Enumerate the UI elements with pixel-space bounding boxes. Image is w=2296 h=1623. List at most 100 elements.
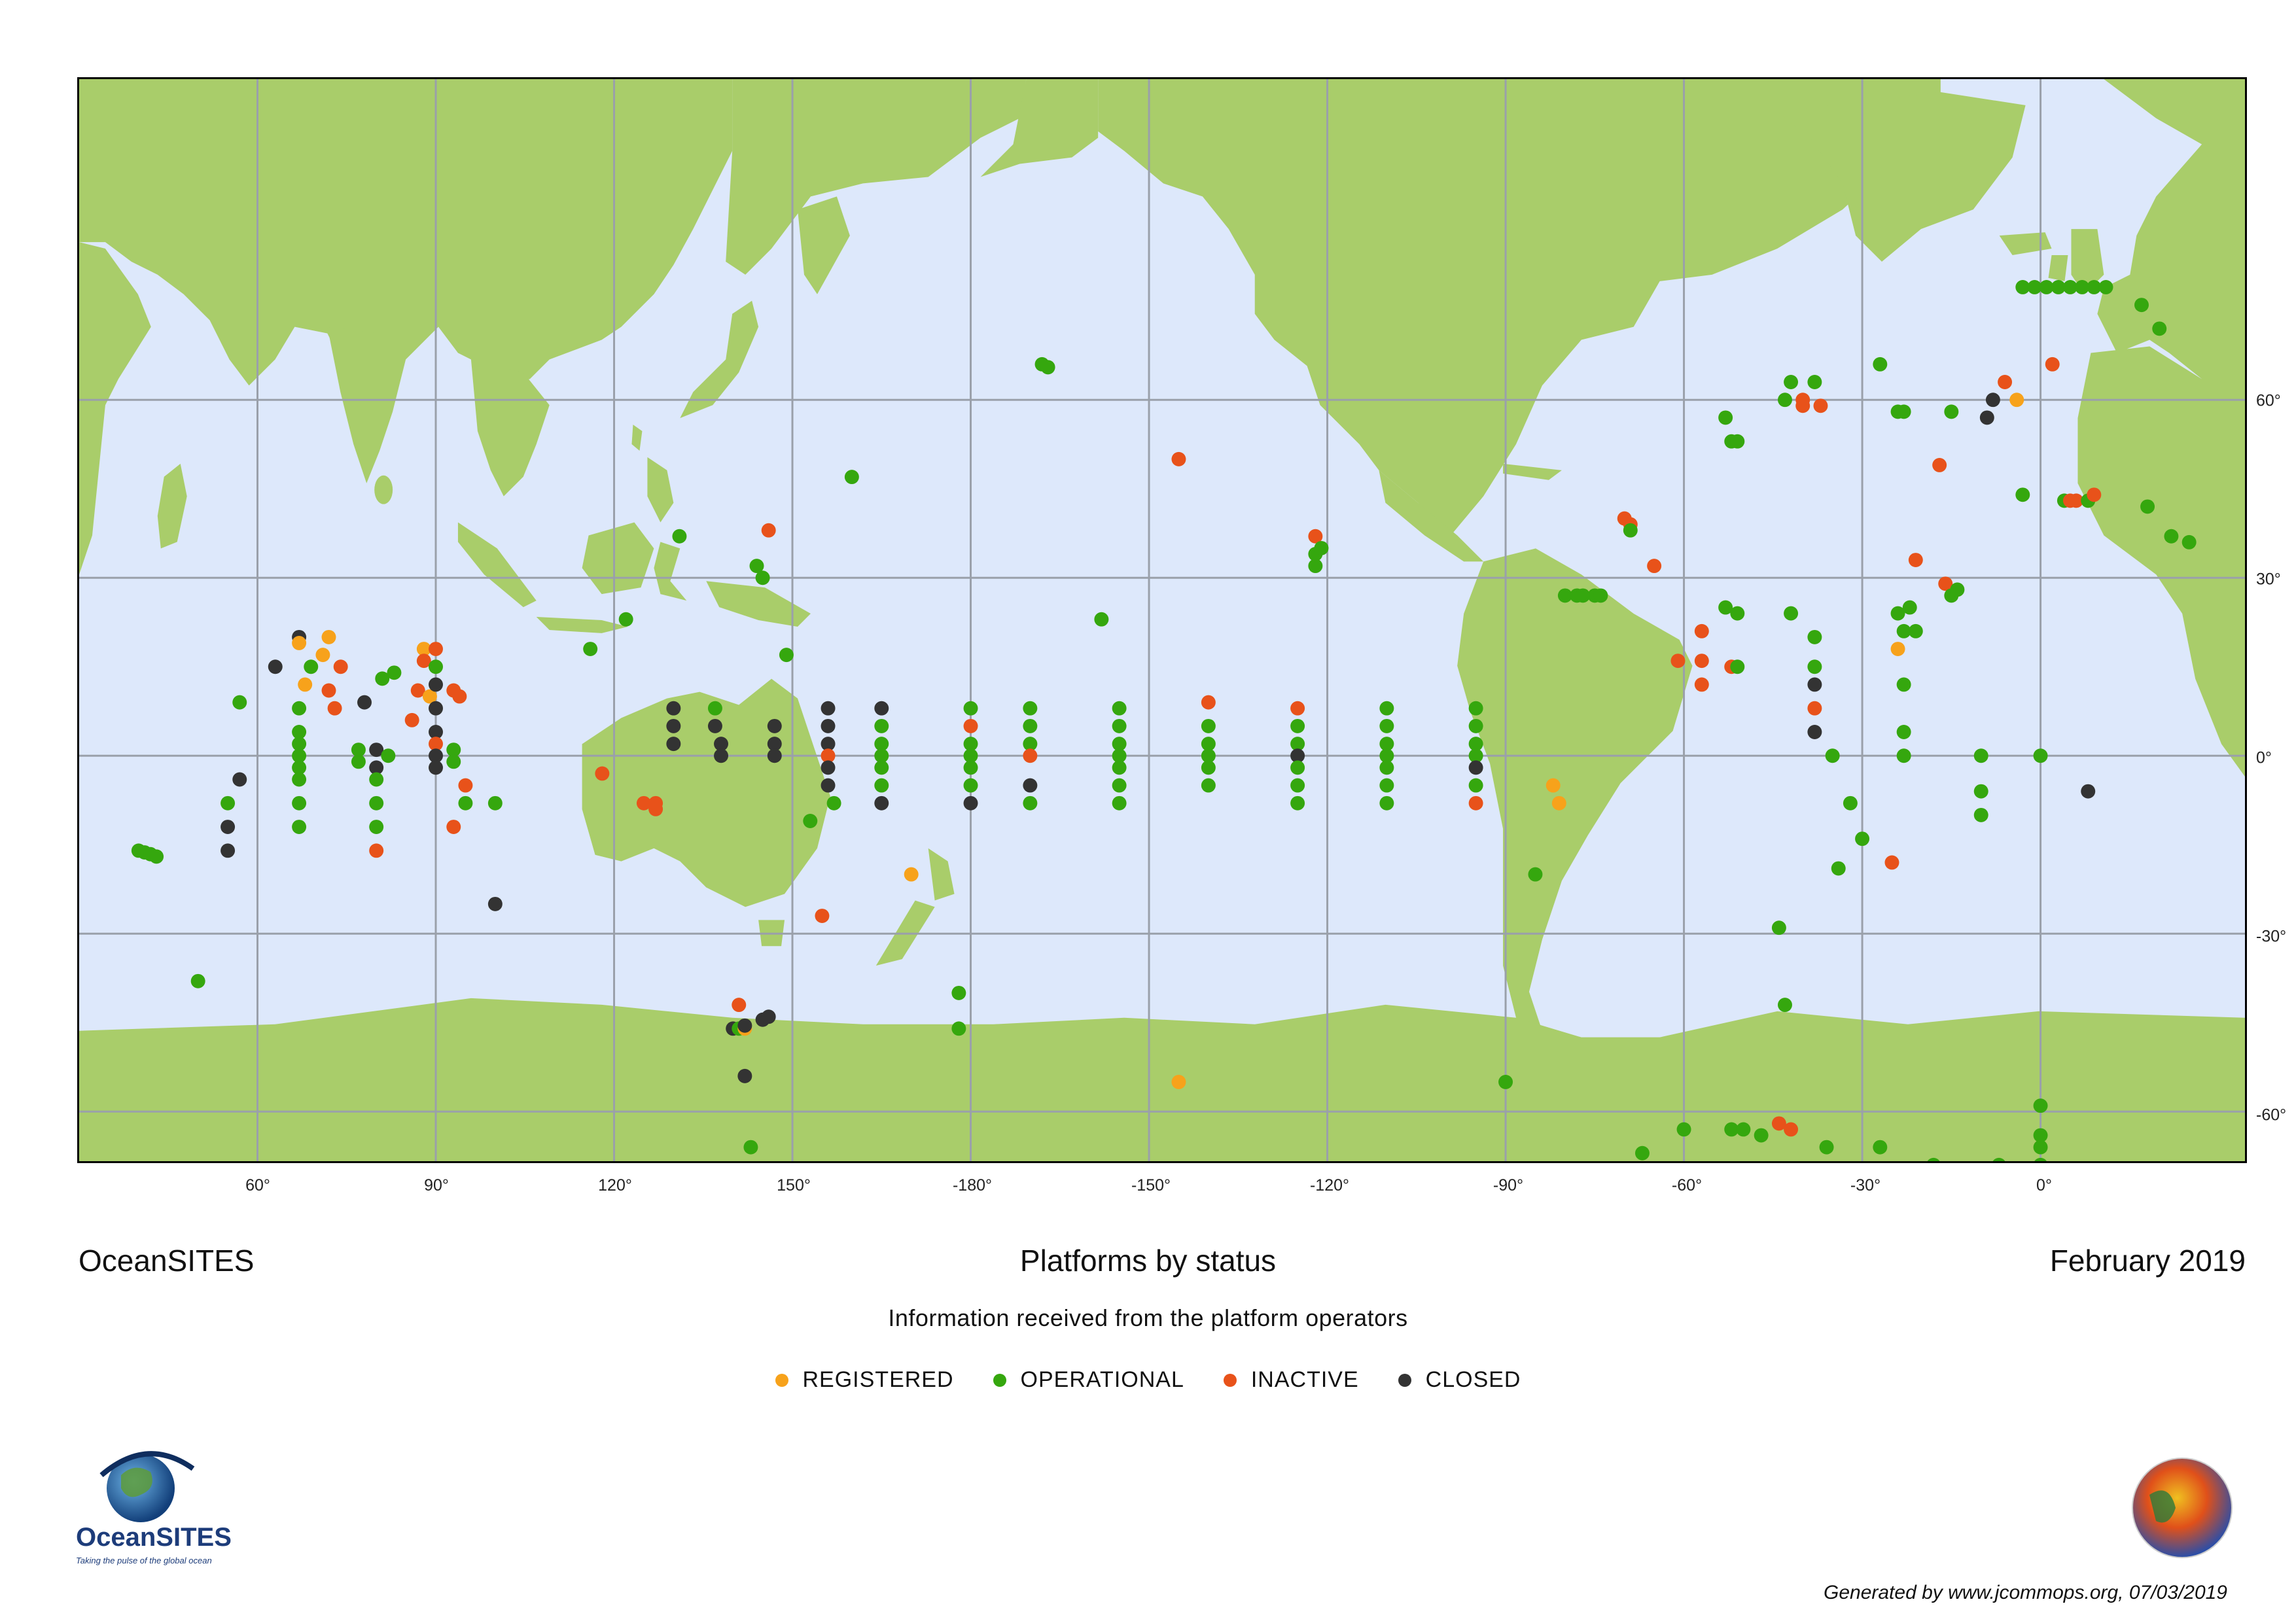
platform-marker-operational[interactable]: [1777, 998, 1792, 1013]
platform-marker-closed[interactable]: [666, 718, 681, 733]
platform-marker-inactive[interactable]: [1771, 1116, 1786, 1131]
platform-marker-operational[interactable]: [387, 665, 402, 680]
platform-marker-operational[interactable]: [1784, 606, 1799, 621]
platform-marker-operational[interactable]: [1825, 748, 1840, 763]
platform-marker-operational[interactable]: [1807, 629, 1822, 644]
platform-marker-inactive[interactable]: [963, 718, 978, 733]
platform-marker-closed[interactable]: [821, 701, 836, 716]
platform-marker-operational[interactable]: [190, 973, 205, 988]
platform-marker-operational[interactable]: [1896, 748, 1911, 763]
platform-marker-closed[interactable]: [1023, 778, 1038, 793]
platform-marker-inactive[interactable]: [404, 712, 419, 727]
platform-marker-operational[interactable]: [1873, 357, 1888, 372]
platform-marker-registered[interactable]: [1545, 778, 1561, 793]
platform-marker-inactive[interactable]: [429, 642, 443, 657]
platform-marker-inactive[interactable]: [1884, 855, 1899, 870]
platform-marker-operational[interactable]: [1593, 588, 1608, 603]
platform-marker-closed[interactable]: [1807, 725, 1822, 739]
platform-marker-closed[interactable]: [357, 695, 372, 710]
platform-marker-operational[interactable]: [2051, 279, 2066, 294]
platform-marker-closed[interactable]: [429, 748, 443, 763]
platform-marker-closed[interactable]: [963, 795, 978, 811]
platform-marker-inactive[interactable]: [1694, 677, 1709, 692]
platform-marker-inactive[interactable]: [2069, 493, 2084, 508]
platform-marker-closed[interactable]: [2081, 784, 2096, 799]
platform-marker-closed[interactable]: [666, 701, 681, 716]
platform-marker-inactive[interactable]: [446, 820, 461, 835]
platform-marker-inactive[interactable]: [595, 766, 610, 781]
platform-marker-operational[interactable]: [292, 748, 307, 763]
platform-marker-operational[interactable]: [743, 1140, 758, 1155]
platform-marker-registered[interactable]: [1551, 795, 1566, 811]
platform-marker-operational[interactable]: [2033, 1098, 2048, 1113]
platform-marker-closed[interactable]: [714, 737, 729, 752]
platform-marker-closed[interactable]: [369, 742, 384, 758]
platform-marker-operational[interactable]: [1634, 1145, 1650, 1161]
platform-marker-operational[interactable]: [1468, 701, 1483, 716]
platform-marker-inactive[interactable]: [1813, 398, 1828, 413]
platform-marker-closed[interactable]: [874, 795, 889, 811]
platform-marker-inactive[interactable]: [648, 795, 663, 811]
platform-marker-closed[interactable]: [761, 1009, 776, 1024]
platform-marker-inactive[interactable]: [1468, 795, 1483, 811]
platform-marker-operational[interactable]: [1379, 748, 1394, 763]
platform-marker-operational[interactable]: [292, 772, 307, 787]
platform-marker-operational[interactable]: [351, 742, 366, 758]
platform-marker-inactive[interactable]: [1938, 576, 1953, 591]
platform-marker-operational[interactable]: [1468, 737, 1483, 752]
platform-marker-operational[interactable]: [292, 737, 307, 752]
platform-marker-operational[interactable]: [292, 725, 307, 739]
platform-marker-closed[interactable]: [1290, 748, 1305, 763]
platform-marker-operational[interactable]: [779, 648, 794, 663]
platform-marker-operational[interactable]: [1528, 867, 1543, 882]
platform-marker-inactive[interactable]: [2087, 487, 2102, 502]
platform-marker-operational[interactable]: [2039, 279, 2054, 294]
platform-marker-operational[interactable]: [1784, 375, 1799, 389]
platform-marker-operational[interactable]: [844, 470, 859, 485]
platform-marker-operational[interactable]: [221, 795, 236, 811]
platform-marker-closed[interactable]: [737, 1018, 752, 1033]
platform-marker-operational[interactable]: [1498, 1074, 1513, 1089]
platform-marker-inactive[interactable]: [1795, 398, 1810, 413]
platform-marker-closed[interactable]: [1468, 760, 1483, 775]
platform-marker-operational[interactable]: [304, 659, 319, 674]
platform-marker-operational[interactable]: [2033, 748, 2048, 763]
platform-marker-inactive[interactable]: [1908, 553, 1923, 567]
platform-marker-closed[interactable]: [714, 748, 729, 763]
platform-marker-closed[interactable]: [821, 737, 836, 752]
platform-marker-operational[interactable]: [1468, 778, 1483, 793]
platform-marker-inactive[interactable]: [1807, 701, 1822, 716]
platform-marker-inactive[interactable]: [821, 748, 836, 763]
platform-marker-operational[interactable]: [951, 1021, 966, 1036]
platform-marker-operational[interactable]: [1973, 807, 1988, 822]
platform-marker-operational[interactable]: [874, 737, 889, 752]
platform-marker-operational[interactable]: [963, 737, 978, 752]
platform-marker-inactive[interactable]: [1171, 451, 1186, 466]
platform-marker-operational[interactable]: [1314, 540, 1329, 555]
platform-marker-inactive[interactable]: [1647, 559, 1662, 574]
platform-marker-operational[interactable]: [618, 612, 633, 627]
platform-marker-registered[interactable]: [298, 677, 313, 692]
platform-marker-inactive[interactable]: [429, 737, 443, 752]
platform-marker-closed[interactable]: [874, 701, 889, 716]
platform-marker-operational[interactable]: [1379, 701, 1394, 716]
platform-marker-operational[interactable]: [749, 559, 764, 574]
platform-marker-closed[interactable]: [221, 843, 236, 858]
platform-marker-operational[interactable]: [2027, 279, 2042, 294]
platform-marker-operational[interactable]: [1112, 760, 1127, 775]
platform-marker-operational[interactable]: [2015, 487, 2030, 502]
platform-marker-operational[interactable]: [1290, 760, 1305, 775]
platform-marker-closed[interactable]: [821, 778, 836, 793]
platform-marker-inactive[interactable]: [1932, 457, 1947, 472]
platform-marker-closed[interactable]: [737, 1068, 752, 1083]
platform-marker-operational[interactable]: [1308, 559, 1323, 574]
platform-marker-operational[interactable]: [292, 701, 307, 716]
platform-marker-operational[interactable]: [458, 795, 473, 811]
platform-marker-registered[interactable]: [904, 867, 919, 882]
platform-marker-operational[interactable]: [1896, 677, 1911, 692]
platform-marker-operational[interactable]: [963, 701, 978, 716]
platform-marker-operational[interactable]: [1023, 718, 1038, 733]
platform-marker-operational[interactable]: [351, 754, 366, 769]
platform-marker-inactive[interactable]: [1694, 654, 1709, 669]
platform-marker-operational[interactable]: [1724, 1122, 1739, 1137]
